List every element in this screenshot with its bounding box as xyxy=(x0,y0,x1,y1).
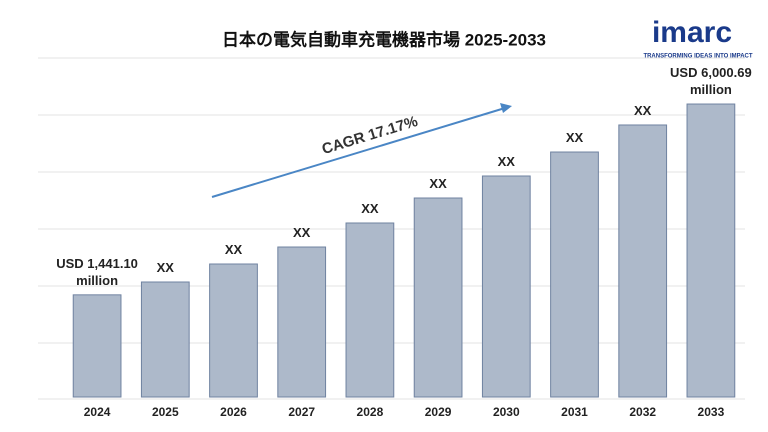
bar xyxy=(277,246,327,398)
x-tick-label: 2025 xyxy=(152,405,179,419)
value-label: XX xyxy=(634,102,652,118)
logo: imarc xyxy=(652,16,732,49)
x-tick-label: 2026 xyxy=(220,405,247,419)
bar xyxy=(686,103,736,398)
bar xyxy=(209,263,258,398)
x-tick-label: 2032 xyxy=(629,405,656,419)
x-tick-label: 2028 xyxy=(357,405,384,419)
value-label: USD 6,000.69 million xyxy=(670,65,752,98)
bar xyxy=(345,222,395,398)
value-label: XX xyxy=(224,242,243,257)
value-label: XX xyxy=(429,176,447,191)
bar xyxy=(72,294,122,398)
chart-title: 日本の電気自動車充電機器市場 2025-2033 xyxy=(222,29,546,49)
bar xyxy=(550,151,599,398)
x-tick-label: 2030 xyxy=(493,405,520,419)
value-label: XX xyxy=(293,225,311,240)
value-label: XX xyxy=(361,200,379,216)
bar xyxy=(481,175,531,398)
cagr-label: CAGR 17.17% xyxy=(320,113,420,158)
value-label: XX xyxy=(565,130,584,145)
bar xyxy=(140,281,190,398)
bar xyxy=(413,197,463,398)
x-tick-label: 2031 xyxy=(561,405,588,419)
x-tick-label: 2029 xyxy=(425,405,452,419)
x-tick-label: 2033 xyxy=(698,405,725,419)
x-tick-label: 2024 xyxy=(84,405,111,419)
x-tick-label: 2027 xyxy=(288,405,315,419)
value-label: XX xyxy=(156,259,174,275)
value-label: USD 1,441.10 million xyxy=(56,255,138,288)
arrow-head xyxy=(500,103,512,113)
logo-tagline: TRANSFORMING IDEAS INTO IMPACT xyxy=(643,54,752,60)
cagr-arrow xyxy=(211,107,506,198)
value-label: XX xyxy=(497,153,515,169)
bar xyxy=(618,124,668,398)
